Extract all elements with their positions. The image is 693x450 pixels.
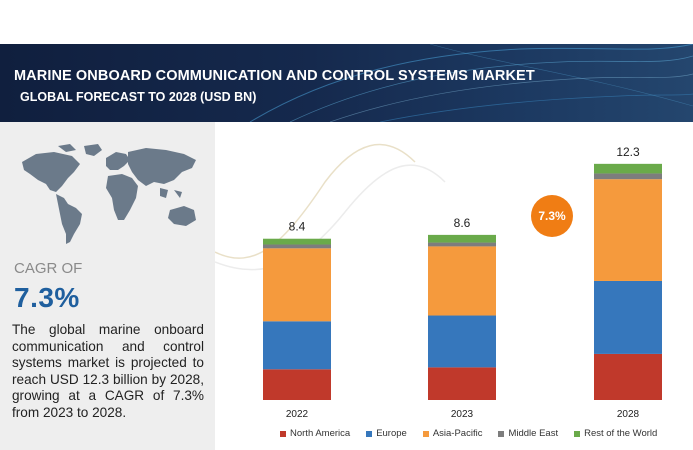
legend-label: North America bbox=[290, 428, 351, 439]
header-banner: MARINE ONBOARD COMMUNICATION AND CONTROL… bbox=[0, 44, 693, 122]
fiber-optic-decoration bbox=[249, 44, 693, 122]
legend-label: Europe bbox=[376, 428, 407, 439]
cagr-value: 7.3% bbox=[14, 282, 80, 313]
legend-swatch bbox=[280, 430, 286, 437]
cagr-label: CAGR OF bbox=[14, 260, 83, 277]
chart-title: MARINE ONBOARD COMMUNICATION AND CONTROL… bbox=[14, 68, 535, 84]
stacked-bar-chart: 8.4 2022 8.6 2023 12.3 2028 bbox=[215, 143, 662, 420]
legend-swatch bbox=[366, 430, 373, 437]
top-strip bbox=[0, 0, 693, 44]
bar-segment-rest-of-the-world-2022 bbox=[263, 238, 331, 245]
bar-segment-rest-of-the-world-2023 bbox=[428, 234, 496, 243]
legend-label: Rest of the World bbox=[584, 428, 658, 439]
legend-swatch bbox=[422, 430, 429, 437]
legend-item-north-america: North America bbox=[280, 428, 350, 439]
bar-segment-middle-east-2028 bbox=[594, 173, 662, 180]
bar-segment-north-america-2028 bbox=[594, 353, 662, 400]
chart-subtitle: GLOBAL FORECAST TO 2028 (USD BN) bbox=[20, 90, 257, 104]
legend-item-rest-of-the-world: Rest of the World bbox=[574, 428, 657, 439]
legend-swatch bbox=[574, 430, 581, 437]
legend-item-europe: Europe bbox=[366, 428, 407, 439]
bar-segment-middle-east-2022 bbox=[263, 244, 331, 249]
legend-item-asia-pacific: Asia-Pacific bbox=[422, 428, 483, 439]
bar-segment-middle-east-2023 bbox=[428, 242, 496, 247]
background-curve bbox=[215, 164, 446, 271]
world-map-icon bbox=[22, 144, 196, 244]
bar-segment-north-america-2022 bbox=[263, 369, 331, 400]
total-label-2022: 8.4 bbox=[289, 220, 306, 234]
total-label-2023: 8.6 bbox=[454, 216, 471, 230]
x-tick-label-2023: 2023 bbox=[451, 409, 474, 420]
bar-segment-europe-2028 bbox=[594, 280, 662, 354]
total-label-2028: 12.3 bbox=[616, 145, 640, 159]
x-tick-label-2022: 2022 bbox=[286, 409, 309, 420]
cagr-bubble bbox=[531, 195, 573, 237]
legend-swatch bbox=[498, 430, 505, 437]
bar-segment-europe-2022 bbox=[263, 321, 331, 370]
legend-item-middle-east: Middle East bbox=[498, 428, 558, 439]
bar-segment-europe-2023 bbox=[428, 315, 496, 368]
legend-label: Asia-Pacific bbox=[432, 428, 483, 439]
legend-label: Middle East bbox=[508, 428, 559, 439]
summary-panel: CAGR OF 7.3% The global marine onboard c… bbox=[0, 122, 215, 450]
chart-legend: North America Europe Asia-Pacific Middle Ea… bbox=[280, 428, 657, 439]
bar-segment-north-america-2023 bbox=[428, 367, 496, 400]
background-curve bbox=[215, 143, 416, 259]
bar-segment-asia-pacific-2023 bbox=[428, 246, 496, 316]
market-description: The global marine onboard communication … bbox=[12, 322, 204, 420]
cagr-bubble-label: 7.3% bbox=[538, 209, 566, 223]
x-tick-label-2028: 2028 bbox=[617, 409, 640, 420]
bar-segment-rest-of-the-world-2028 bbox=[594, 163, 662, 174]
bar-segment-asia-pacific-2028 bbox=[594, 179, 662, 281]
bar-segment-asia-pacific-2022 bbox=[263, 248, 331, 322]
